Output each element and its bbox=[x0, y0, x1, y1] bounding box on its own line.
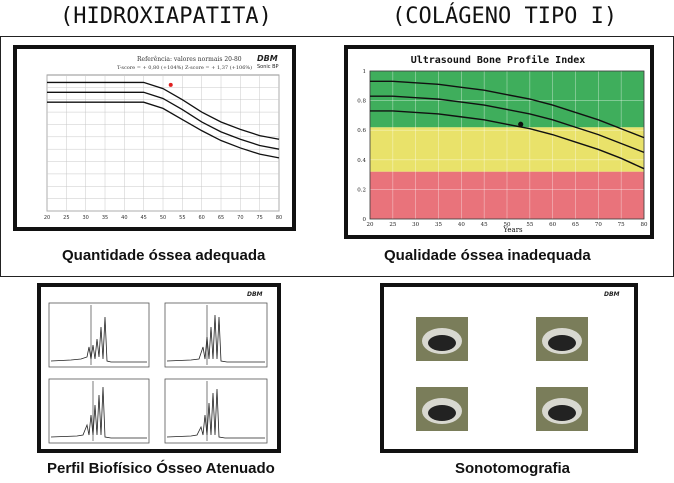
caption-bone-quality: Qualidade óssea inadequada bbox=[384, 247, 591, 264]
bone-scan-image bbox=[536, 317, 588, 361]
waveform-plot bbox=[164, 302, 268, 368]
x-tick-label: 55 bbox=[179, 215, 185, 221]
sonotomography-images: DBM bbox=[384, 287, 634, 449]
bone-quality-chart: 20 25 30 35 40 45 50 55 60 65 70 75 80 0 0.2 0.4 0.6 0.8 1… bbox=[348, 49, 650, 235]
x-tick-label: 80 bbox=[641, 222, 648, 228]
svg-text:Sonic BP: Sonic BP bbox=[257, 64, 279, 70]
x-axis-label: Years bbox=[502, 226, 523, 234]
device-logo: DBM bbox=[247, 291, 263, 298]
waveform-plot bbox=[48, 302, 150, 368]
middle-separator bbox=[0, 276, 674, 277]
caption-sonotomography: Sonotomografia bbox=[455, 460, 570, 477]
x-tick-label: 40 bbox=[121, 215, 127, 221]
chart-subheader-text: T-score = + 0,80 (+104%) Z-score = + 1,3… bbox=[117, 64, 252, 71]
x-tick-label: 20 bbox=[367, 222, 374, 228]
reference-curve bbox=[370, 110, 645, 170]
patient-point bbox=[168, 82, 173, 87]
svg-text:DBM: DBM bbox=[247, 291, 263, 298]
reference-curve bbox=[47, 81, 280, 140]
y-tick-label: 0.8 bbox=[357, 99, 366, 105]
reference-curve bbox=[47, 101, 280, 159]
x-tick-label: 35 bbox=[102, 215, 108, 221]
x-tick-label: 60 bbox=[549, 222, 556, 228]
bone-quantity-panel: 20 25 30 35 40 45 50 55 60 65 70 75 80 Referência: v… bbox=[13, 45, 296, 231]
bone-scan-image bbox=[536, 387, 588, 431]
x-tick-label: 70 bbox=[595, 222, 602, 228]
x-tick-label: 35 bbox=[435, 222, 442, 228]
patient-point bbox=[518, 121, 524, 127]
x-tick-label: 55 bbox=[526, 222, 533, 228]
x-tick-label: 75 bbox=[256, 215, 262, 221]
x-tick-label: 65 bbox=[218, 215, 224, 221]
x-tick-label: 50 bbox=[504, 222, 511, 228]
x-tick-label: 25 bbox=[389, 222, 396, 228]
y-tick-label: 1 bbox=[363, 69, 367, 75]
colageno-heading: (COLÁGENO TIPO I) bbox=[392, 4, 618, 29]
sonotomography-panel: DBM bbox=[380, 283, 638, 453]
bone-scan-image bbox=[416, 387, 468, 431]
bone-scan-image bbox=[416, 317, 468, 361]
caption-biophysical-profile: Perfil Biofísico Ósseo Atenuado bbox=[47, 460, 275, 477]
x-tick-label: 45 bbox=[140, 215, 146, 221]
y-tick-label: 0.2 bbox=[357, 187, 366, 193]
chart-header-text: Referência: valores normais 20-80 bbox=[137, 56, 242, 63]
plot-frame bbox=[369, 70, 645, 220]
x-tick-label: 20 bbox=[44, 215, 50, 221]
reference-curve bbox=[47, 91, 280, 150]
left-border bbox=[0, 36, 1, 276]
x-tick-label: 30 bbox=[82, 215, 88, 221]
x-tick-label: 45 bbox=[481, 222, 488, 228]
x-tick-label: 65 bbox=[572, 222, 579, 228]
device-logo: DBM bbox=[604, 291, 620, 298]
reference-curve bbox=[370, 80, 645, 139]
biophysical-profile-panel: DBM bbox=[37, 283, 281, 453]
chart-title: Ultrasound Bone Profile Index bbox=[411, 54, 586, 66]
hidroxiapatita-heading: (HIDROXIAPATITA) bbox=[60, 4, 272, 29]
top-separator bbox=[0, 36, 674, 37]
bone-quantity-chart: 20 25 30 35 40 45 50 55 60 65 70 75 80 Referência: v… bbox=[17, 49, 292, 227]
device-logo: DBM Sonic BP bbox=[257, 54, 279, 70]
x-tick-label: 60 bbox=[198, 215, 204, 221]
reference-curve bbox=[370, 95, 645, 154]
svg-text:DBM: DBM bbox=[257, 54, 278, 63]
y-tick-label: 0.6 bbox=[357, 128, 366, 134]
x-tick-label: 50 bbox=[160, 215, 166, 221]
svg-text:DBM: DBM bbox=[604, 291, 620, 298]
y-tick-label: 0.4 bbox=[357, 158, 366, 164]
bone-quality-panel: 20 25 30 35 40 45 50 55 60 65 70 75 80 0 0.2 0.4 0.6 0.8 1… bbox=[344, 45, 654, 239]
waveform-plot bbox=[164, 378, 268, 444]
biophysical-profile-plots: DBM bbox=[41, 287, 277, 449]
x-tick-label: 40 bbox=[458, 222, 465, 228]
waveform-plot bbox=[48, 378, 150, 444]
x-tick-label: 75 bbox=[618, 222, 625, 228]
x-tick-label: 80 bbox=[276, 215, 282, 221]
x-tick-label: 70 bbox=[237, 215, 243, 221]
y-tick-label: 0 bbox=[363, 217, 367, 223]
caption-bone-quantity: Quantidade óssea adequada bbox=[62, 247, 266, 264]
x-tick-label: 25 bbox=[63, 215, 69, 221]
x-tick-label: 30 bbox=[412, 222, 419, 228]
